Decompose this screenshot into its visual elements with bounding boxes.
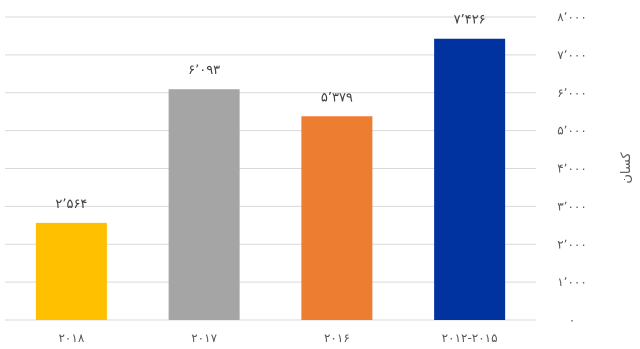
- data-labels: ۲٬۵۶۴ ۶٬۰۹۳ ۵٬۳۷۹ ۷٬۴۲۶: [55, 13, 485, 212]
- y-tick-label: ۵٬۰۰۰: [557, 124, 587, 138]
- data-label: ۶٬۰۹۳: [188, 63, 220, 78]
- category-label: ۲۰۱۸: [58, 331, 84, 345]
- y-axis-title: کسان: [619, 152, 634, 184]
- category-label: ۲۰۱۷: [191, 331, 217, 345]
- y-tick-label: ۴٬۰۰۰: [557, 162, 587, 176]
- bar: [434, 38, 506, 321]
- category-label: ۲۰۱۶: [324, 331, 350, 345]
- bar: [35, 222, 107, 320]
- data-label: ۲٬۵۶۴: [55, 197, 87, 212]
- y-tick-label: ۸٬۰۰۰: [557, 10, 587, 24]
- data-label: ۵٬۳۷۹: [321, 90, 353, 105]
- y-tick-label: ۱٬۰۰۰: [557, 275, 587, 289]
- category-labels: ۲۰۱۸ ۲۰۱۷ ۲۰۱۶ ۲۰۱۲-۲۰۱۵: [58, 331, 497, 345]
- bars: [35, 38, 506, 321]
- y-tick-label: ۶٬۰۰۰: [557, 86, 587, 100]
- category-label: ۲۰۱۲-۲۰۱۵: [442, 331, 498, 345]
- y-tick-label: ۳٬۰۰۰: [557, 199, 587, 213]
- data-label: ۷٬۴۲۶: [454, 13, 486, 28]
- bar: [168, 89, 240, 320]
- y-tick-label: ۲٬۰۰۰: [557, 237, 587, 251]
- y-axis-ticks: ۰ ۱٬۰۰۰ ۲٬۰۰۰ ۳٬۰۰۰ ۴٬۰۰۰ ۵٬۰۰۰ ۶٬۰۰۰ ۷٬۰۰۰ ۸٬۰۰…: [557, 10, 587, 327]
- bar: [301, 116, 373, 320]
- y-tick-label: ۷٬۰۰۰: [557, 48, 587, 62]
- y-tick-label: ۰: [569, 313, 575, 327]
